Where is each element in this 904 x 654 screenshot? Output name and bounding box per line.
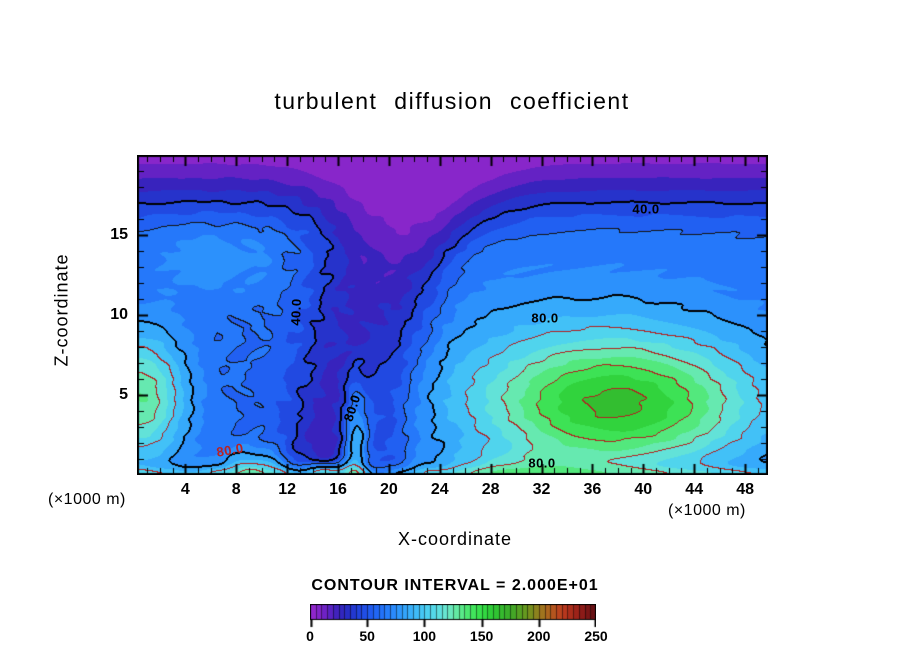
colorbar-tick-label: 100 xyxy=(412,628,437,644)
x-tick-label: 20 xyxy=(379,481,398,498)
contour-plot: 40.0 80.0 40.0 80.0 80.0 80.0 xyxy=(137,155,768,475)
z-tick-label: 15 xyxy=(110,226,128,243)
contour-line-label: 40.0 xyxy=(632,201,660,217)
x-tick-label: 24 xyxy=(430,481,449,498)
contour-line-label: 80.0 xyxy=(531,310,559,326)
colorbar-tick-label: 0 xyxy=(306,628,314,644)
x-tick-label: 4 xyxy=(180,481,190,498)
x-tick-label: 44 xyxy=(685,481,704,498)
colorbar-tick-label: 150 xyxy=(469,628,494,644)
colorbar-canvas xyxy=(310,604,596,628)
x-tick-label: 12 xyxy=(278,481,296,498)
colorbar-tick-label: 200 xyxy=(527,628,551,644)
x-tick-label: 28 xyxy=(481,481,500,498)
x-tick-label: 48 xyxy=(736,481,754,498)
x-tick-label: 40 xyxy=(634,481,653,498)
z-tick-label: 10 xyxy=(110,306,128,323)
z-axis-title: Z-coordinate xyxy=(51,253,72,367)
x-axis-title: X-coordinate xyxy=(397,529,513,549)
contour-plot-canvas xyxy=(137,155,768,475)
x-tick-label: 8 xyxy=(231,481,241,498)
contour-line-label: 80.0 xyxy=(528,455,556,471)
contour-interval-text: CONTOUR INTERVAL = 2.000E+01 xyxy=(311,577,599,594)
chart-title: turbulent diffusion coefficient xyxy=(274,88,630,114)
x-tick-label: 36 xyxy=(583,481,602,498)
colorbar-tick-label: 250 xyxy=(584,628,608,644)
x-tick-label: 32 xyxy=(532,481,551,498)
x-tick-label: 16 xyxy=(329,481,347,498)
colorbar-tick-label: 50 xyxy=(359,628,375,644)
contour-line-label: 40.0 xyxy=(288,298,304,326)
x-axis-unit-label: (×1000 m) xyxy=(668,502,746,519)
z-tick-label: 5 xyxy=(119,386,128,403)
z-axis-unit-label: (×1000 m) xyxy=(48,491,126,508)
